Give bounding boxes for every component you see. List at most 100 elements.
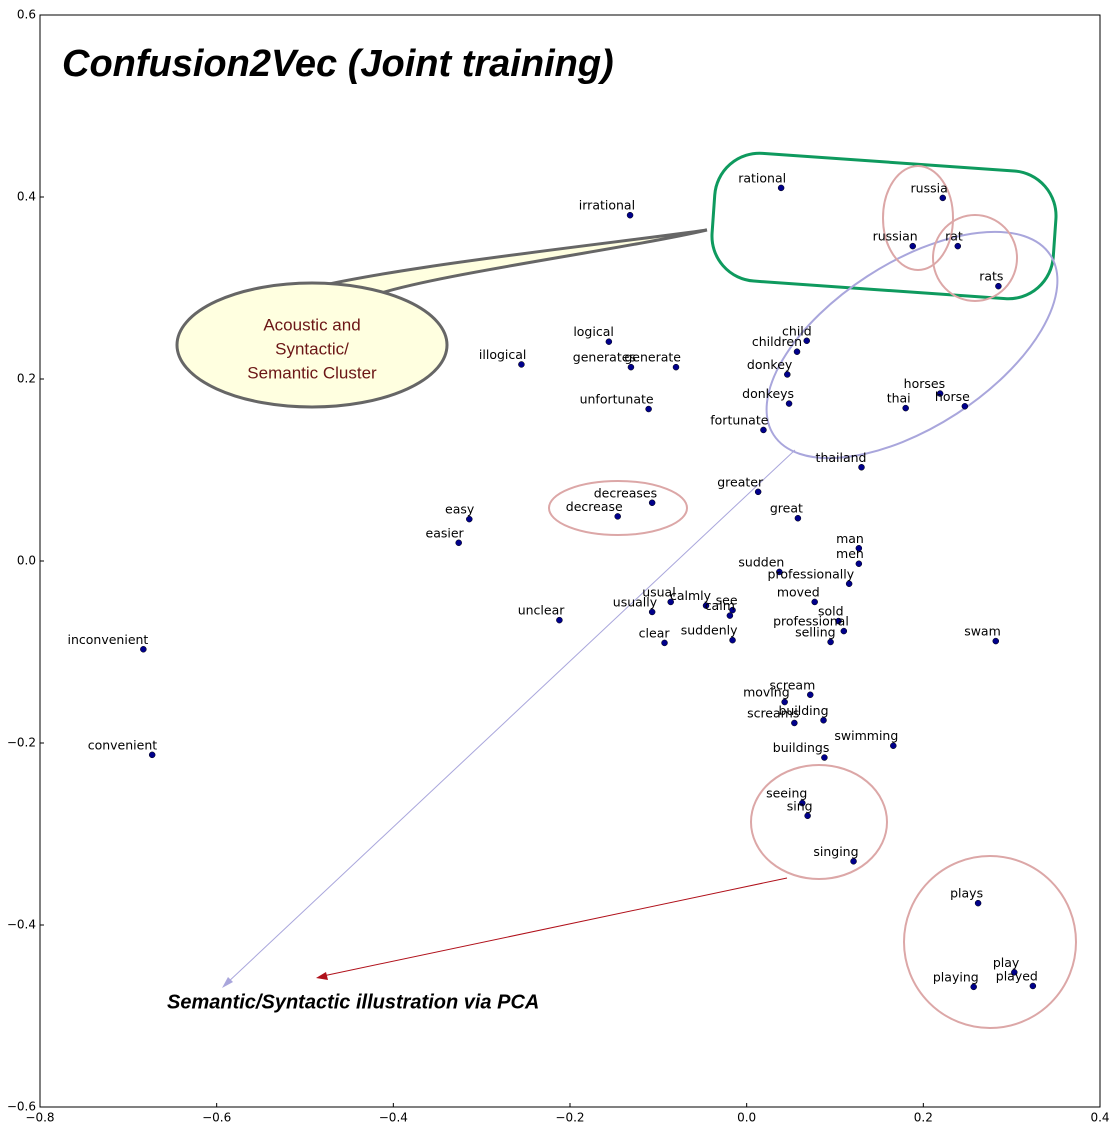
x-tick-label: −0.4 xyxy=(379,1111,408,1125)
point-label: irrational xyxy=(579,198,635,213)
point-label: buildings xyxy=(773,740,830,755)
point xyxy=(614,513,621,520)
point xyxy=(605,338,613,345)
point-label: easy xyxy=(445,502,475,517)
point-label: sudden xyxy=(738,554,784,569)
point-label: seeing xyxy=(766,786,807,801)
point-label: inconvenient xyxy=(68,632,149,647)
point xyxy=(1011,969,1018,976)
point-label: played xyxy=(996,968,1038,983)
point-label: rats xyxy=(979,269,1003,284)
y-tick-label: 0.0 xyxy=(17,554,36,568)
cluster-ellipse xyxy=(548,480,688,536)
point-label: suddenly xyxy=(681,623,738,638)
cluster-ellipse xyxy=(750,764,888,880)
point-label: building xyxy=(778,703,828,718)
point-label: donkeys xyxy=(742,386,794,401)
point xyxy=(518,361,525,368)
point-label: greater xyxy=(717,474,764,489)
point-label: calmly xyxy=(670,588,712,603)
point-label: thai xyxy=(887,391,911,406)
point xyxy=(995,282,1002,290)
point xyxy=(821,754,828,761)
point xyxy=(777,184,785,192)
callout-join xyxy=(289,291,366,298)
point-label: plays xyxy=(950,886,983,901)
point-label: selling xyxy=(795,624,835,639)
point-label: russian xyxy=(873,229,918,244)
point xyxy=(855,545,863,552)
point xyxy=(793,348,801,355)
point xyxy=(626,211,634,219)
arrow-head xyxy=(316,972,328,980)
cluster-ellipse xyxy=(882,165,954,271)
point-label: donkey xyxy=(747,357,793,372)
point xyxy=(645,405,652,413)
x-tick-label: −0.2 xyxy=(555,1111,584,1125)
point-label: great xyxy=(770,501,803,516)
point-label: sold xyxy=(818,604,844,619)
point xyxy=(820,717,827,724)
point xyxy=(794,514,802,522)
point xyxy=(840,627,848,635)
point xyxy=(729,606,736,614)
point-label: child xyxy=(782,323,812,338)
point-label: usual xyxy=(642,584,676,599)
point-label: singing xyxy=(813,844,858,859)
point-label: unfortunate xyxy=(580,392,654,407)
point xyxy=(661,639,668,647)
annotation: Semantic Cluster xyxy=(247,363,377,382)
point xyxy=(902,404,909,412)
point xyxy=(781,698,788,706)
point xyxy=(455,539,462,547)
annotation: Semantic/Syntactic illustration via PCA xyxy=(167,991,539,1013)
point-label: play xyxy=(993,955,1020,970)
arrow xyxy=(322,877,788,977)
point xyxy=(961,403,969,410)
point-label: man xyxy=(836,531,864,546)
chart-title: Confusion2Vec (Joint training) xyxy=(62,43,614,85)
y-tick-label: −0.6 xyxy=(7,1100,36,1114)
point-label: generates xyxy=(573,350,636,365)
arrow-head xyxy=(222,977,233,988)
point xyxy=(850,858,857,865)
point-label: calm xyxy=(705,598,735,613)
point xyxy=(627,363,635,371)
annotation: Acoustic and xyxy=(263,315,360,334)
point-label: rat xyxy=(945,229,963,244)
point xyxy=(845,580,853,587)
point xyxy=(648,608,656,616)
point xyxy=(140,646,147,653)
point xyxy=(556,616,563,624)
callout xyxy=(175,281,449,409)
cluster-ellipse xyxy=(932,214,1018,302)
x-tick-label: 0.0 xyxy=(737,1111,756,1125)
y-tick-label: −0.4 xyxy=(7,918,36,932)
x-tick-label: −0.6 xyxy=(202,1111,231,1125)
annotation: Syntactic/ xyxy=(275,339,349,358)
point xyxy=(939,194,947,202)
point xyxy=(148,751,156,759)
point-label: men xyxy=(836,546,864,561)
point xyxy=(803,337,810,345)
point xyxy=(729,636,736,644)
point-label: professional xyxy=(773,614,849,629)
point-label: see xyxy=(716,593,738,608)
point-label: decrease xyxy=(566,499,623,514)
point xyxy=(702,602,710,609)
point-label: thailand xyxy=(816,450,867,465)
cluster-ellipse xyxy=(765,230,1059,460)
x-tick-label: −0.8 xyxy=(25,1111,54,1125)
point-label: scream xyxy=(769,677,815,692)
point-label: horse xyxy=(935,389,970,404)
point xyxy=(760,426,767,434)
point xyxy=(784,371,791,378)
point-label: easier xyxy=(426,525,465,540)
point xyxy=(785,400,793,407)
point-label: russia xyxy=(911,180,948,195)
cluster-ellipse xyxy=(903,855,1077,1029)
x-tick-label: 0.2 xyxy=(914,1111,933,1125)
point xyxy=(804,812,811,820)
cluster-box xyxy=(710,151,1058,301)
point xyxy=(890,742,897,749)
